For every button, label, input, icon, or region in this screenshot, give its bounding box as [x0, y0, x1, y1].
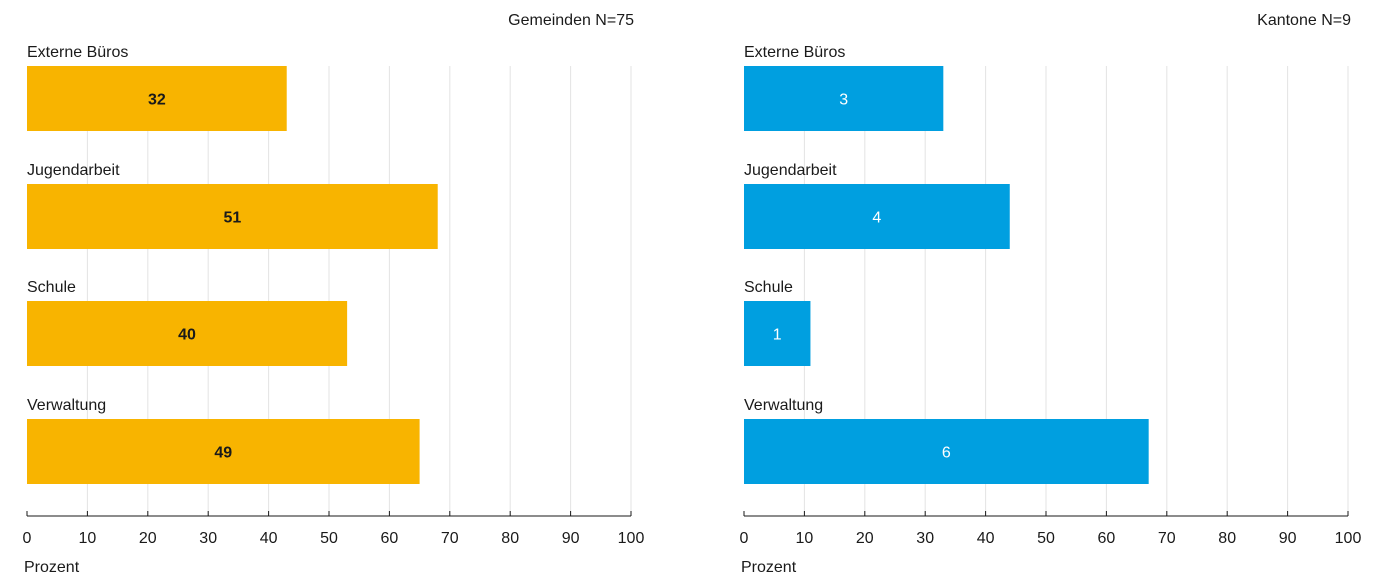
x-tick-label: 80: [501, 530, 519, 547]
x-tick-label: 50: [320, 530, 338, 547]
x-tick-label: 60: [1098, 530, 1116, 547]
x-tick-label: 30: [199, 530, 217, 547]
bar-data-label: 51: [223, 210, 241, 227]
bar-data-label: 6: [942, 445, 951, 462]
bar: [744, 184, 1010, 249]
bar-data-label: 40: [178, 327, 196, 344]
x-tick-label: 40: [977, 530, 995, 547]
x-axis-label: Prozent: [24, 559, 80, 576]
x-tick-label: 70: [441, 530, 459, 547]
x-tick-label: 20: [856, 530, 874, 547]
x-tick-label: 40: [260, 530, 278, 547]
x-tick-label: 10: [79, 530, 97, 547]
x-axis-label: Prozent: [741, 559, 797, 576]
x-tick-label: 20: [139, 530, 157, 547]
panel-label: Kantone N=9: [1257, 12, 1351, 29]
bar-data-label: 49: [214, 445, 232, 462]
x-tick-label: 90: [562, 530, 580, 547]
bar: [744, 419, 1149, 484]
category-label: Externe Büros: [27, 44, 128, 61]
x-tick-label: 80: [1218, 530, 1236, 547]
bar-data-label: 32: [148, 92, 166, 109]
x-tick-label: 0: [740, 530, 749, 547]
category-label: Schule: [27, 279, 76, 296]
bar-data-label: 1: [773, 327, 782, 344]
x-tick-label: 100: [618, 530, 645, 547]
category-label: Externe Büros: [744, 44, 845, 61]
panel-label: Gemeinden N=75: [508, 12, 634, 29]
category-label: Schule: [744, 279, 793, 296]
bar: [27, 66, 287, 131]
bar: [27, 301, 348, 366]
category-label: Verwaltung: [27, 397, 106, 414]
x-tick-label: 90: [1279, 530, 1297, 547]
bar: [27, 419, 420, 484]
bar-data-label: 4: [872, 210, 881, 227]
x-tick-label: 0: [23, 530, 32, 547]
category-label: Jugendarbeit: [744, 162, 837, 179]
x-tick-label: 10: [796, 530, 814, 547]
x-tick-label: 100: [1335, 530, 1362, 547]
category-label: Verwaltung: [744, 397, 823, 414]
category-label: Jugendarbeit: [27, 162, 120, 179]
bar: [744, 66, 944, 131]
x-tick-label: 70: [1158, 530, 1176, 547]
bar: [744, 301, 811, 366]
bar: [27, 184, 438, 249]
x-tick-label: 30: [916, 530, 934, 547]
x-tick-label: 50: [1037, 530, 1055, 547]
x-tick-label: 60: [381, 530, 399, 547]
bar-data-label: 3: [839, 92, 848, 109]
